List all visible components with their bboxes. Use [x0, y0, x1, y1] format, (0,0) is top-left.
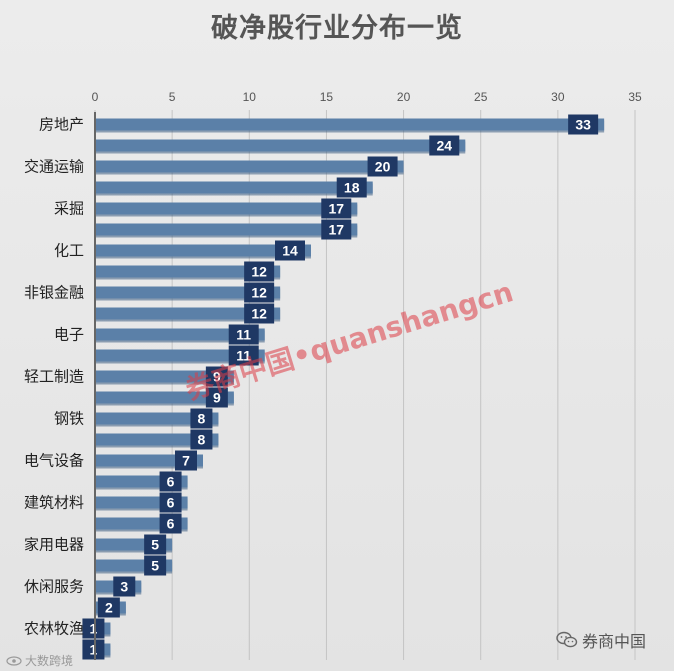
- data-label: 11: [236, 327, 251, 343]
- data-label-box: [205, 387, 228, 408]
- bar: [95, 412, 219, 425]
- x-tick-label: 30: [551, 90, 565, 104]
- x-tick-label: 35: [628, 90, 642, 104]
- data-label: 1: [90, 621, 98, 637]
- data-label-box: [321, 219, 352, 240]
- data-label: 8: [198, 411, 206, 427]
- data-label-box: [228, 324, 259, 345]
- data-label-box: [205, 366, 228, 387]
- x-tick-label: 10: [243, 90, 257, 104]
- bar: [95, 328, 265, 341]
- data-label: 5: [151, 558, 159, 574]
- data-label: 6: [167, 495, 175, 511]
- x-tick-label: 5: [169, 90, 176, 104]
- bar: [95, 391, 234, 404]
- data-label: 6: [167, 516, 175, 532]
- bar: [95, 139, 466, 152]
- data-label-box: [82, 618, 105, 639]
- data-label: 33: [575, 117, 591, 133]
- data-label-box: [568, 114, 599, 135]
- data-label-box: [190, 408, 213, 429]
- data-label-box: [159, 513, 182, 534]
- data-label-box: [159, 471, 182, 492]
- bar: [95, 349, 265, 362]
- brand-footer-right: 券商中国: [556, 628, 646, 652]
- x-tick-label: 20: [397, 90, 411, 104]
- bar: [95, 202, 358, 215]
- data-label: 12: [251, 306, 267, 322]
- data-label-box: [336, 177, 367, 198]
- data-label-box: [429, 135, 460, 156]
- data-label: 12: [251, 285, 267, 301]
- data-label: 5: [151, 537, 159, 553]
- category-label: 化工: [54, 242, 84, 260]
- bar: [95, 244, 311, 257]
- brand-left-text: 大数跨境: [25, 654, 74, 668]
- category-label: 轻工制造: [24, 368, 84, 386]
- category-label: 房地产: [39, 116, 84, 134]
- data-label: 20: [375, 159, 391, 175]
- data-label-box: [367, 156, 398, 177]
- data-label-box: [144, 555, 167, 576]
- wechat-icon: [556, 631, 578, 648]
- data-label-box: [144, 534, 167, 555]
- data-label: 11: [236, 348, 251, 364]
- data-label-box: [175, 450, 197, 471]
- bar: [95, 118, 605, 131]
- data-label-box: [190, 429, 213, 450]
- bar: [95, 223, 358, 236]
- brand-footer-left: 大数跨境: [6, 652, 73, 669]
- category-label: 非银金融: [24, 284, 84, 302]
- category-label: 交通运输: [24, 158, 84, 176]
- bar: [95, 265, 281, 278]
- data-label: 7: [182, 453, 190, 469]
- data-label: 24: [436, 138, 452, 154]
- data-label-box: [244, 282, 275, 303]
- bar: [95, 160, 404, 173]
- category-label: 农林牧渔: [24, 620, 84, 638]
- data-label-box: [228, 345, 259, 366]
- data-label-box: [321, 198, 352, 219]
- data-label: 6: [167, 474, 175, 490]
- data-label-box: [113, 576, 136, 597]
- category-label: 电气设备: [24, 452, 84, 470]
- data-label-box: [159, 492, 182, 513]
- bar: [95, 286, 281, 299]
- category-label: 钢铁: [54, 410, 84, 428]
- eye-icon: [6, 655, 22, 666]
- bar: [95, 370, 234, 383]
- data-label: 3: [120, 579, 128, 595]
- data-label: 17: [328, 222, 344, 238]
- data-label: 18: [344, 180, 360, 196]
- data-label: 9: [213, 390, 221, 406]
- bar: [95, 181, 373, 194]
- data-label: 9: [213, 369, 221, 385]
- bar: [95, 307, 281, 320]
- category-label: 休闲服务: [24, 578, 84, 596]
- bar: [95, 433, 219, 446]
- data-label-box: [97, 597, 120, 618]
- data-label-box: [275, 240, 305, 261]
- data-label: 1: [90, 642, 98, 658]
- data-label: 2: [105, 600, 113, 616]
- data-label-box: [82, 639, 105, 660]
- data-label: 14: [282, 243, 298, 259]
- data-label: 12: [251, 264, 267, 280]
- x-tick-label: 0: [92, 90, 99, 104]
- category-label: 家用电器: [24, 536, 84, 554]
- brand-right-text: 券商中国: [582, 632, 647, 651]
- category-label: 建筑材料: [24, 494, 84, 512]
- category-label: 采掘: [54, 200, 84, 218]
- data-label: 8: [198, 432, 206, 448]
- data-label: 17: [328, 201, 344, 217]
- category-label: 电子: [54, 326, 84, 344]
- chart-title: 破净股行业分布一览: [211, 13, 463, 44]
- data-label-box: [244, 303, 275, 324]
- x-tick-label: 15: [320, 90, 334, 104]
- x-tick-label: 25: [474, 90, 488, 104]
- data-label-box: [244, 261, 275, 282]
